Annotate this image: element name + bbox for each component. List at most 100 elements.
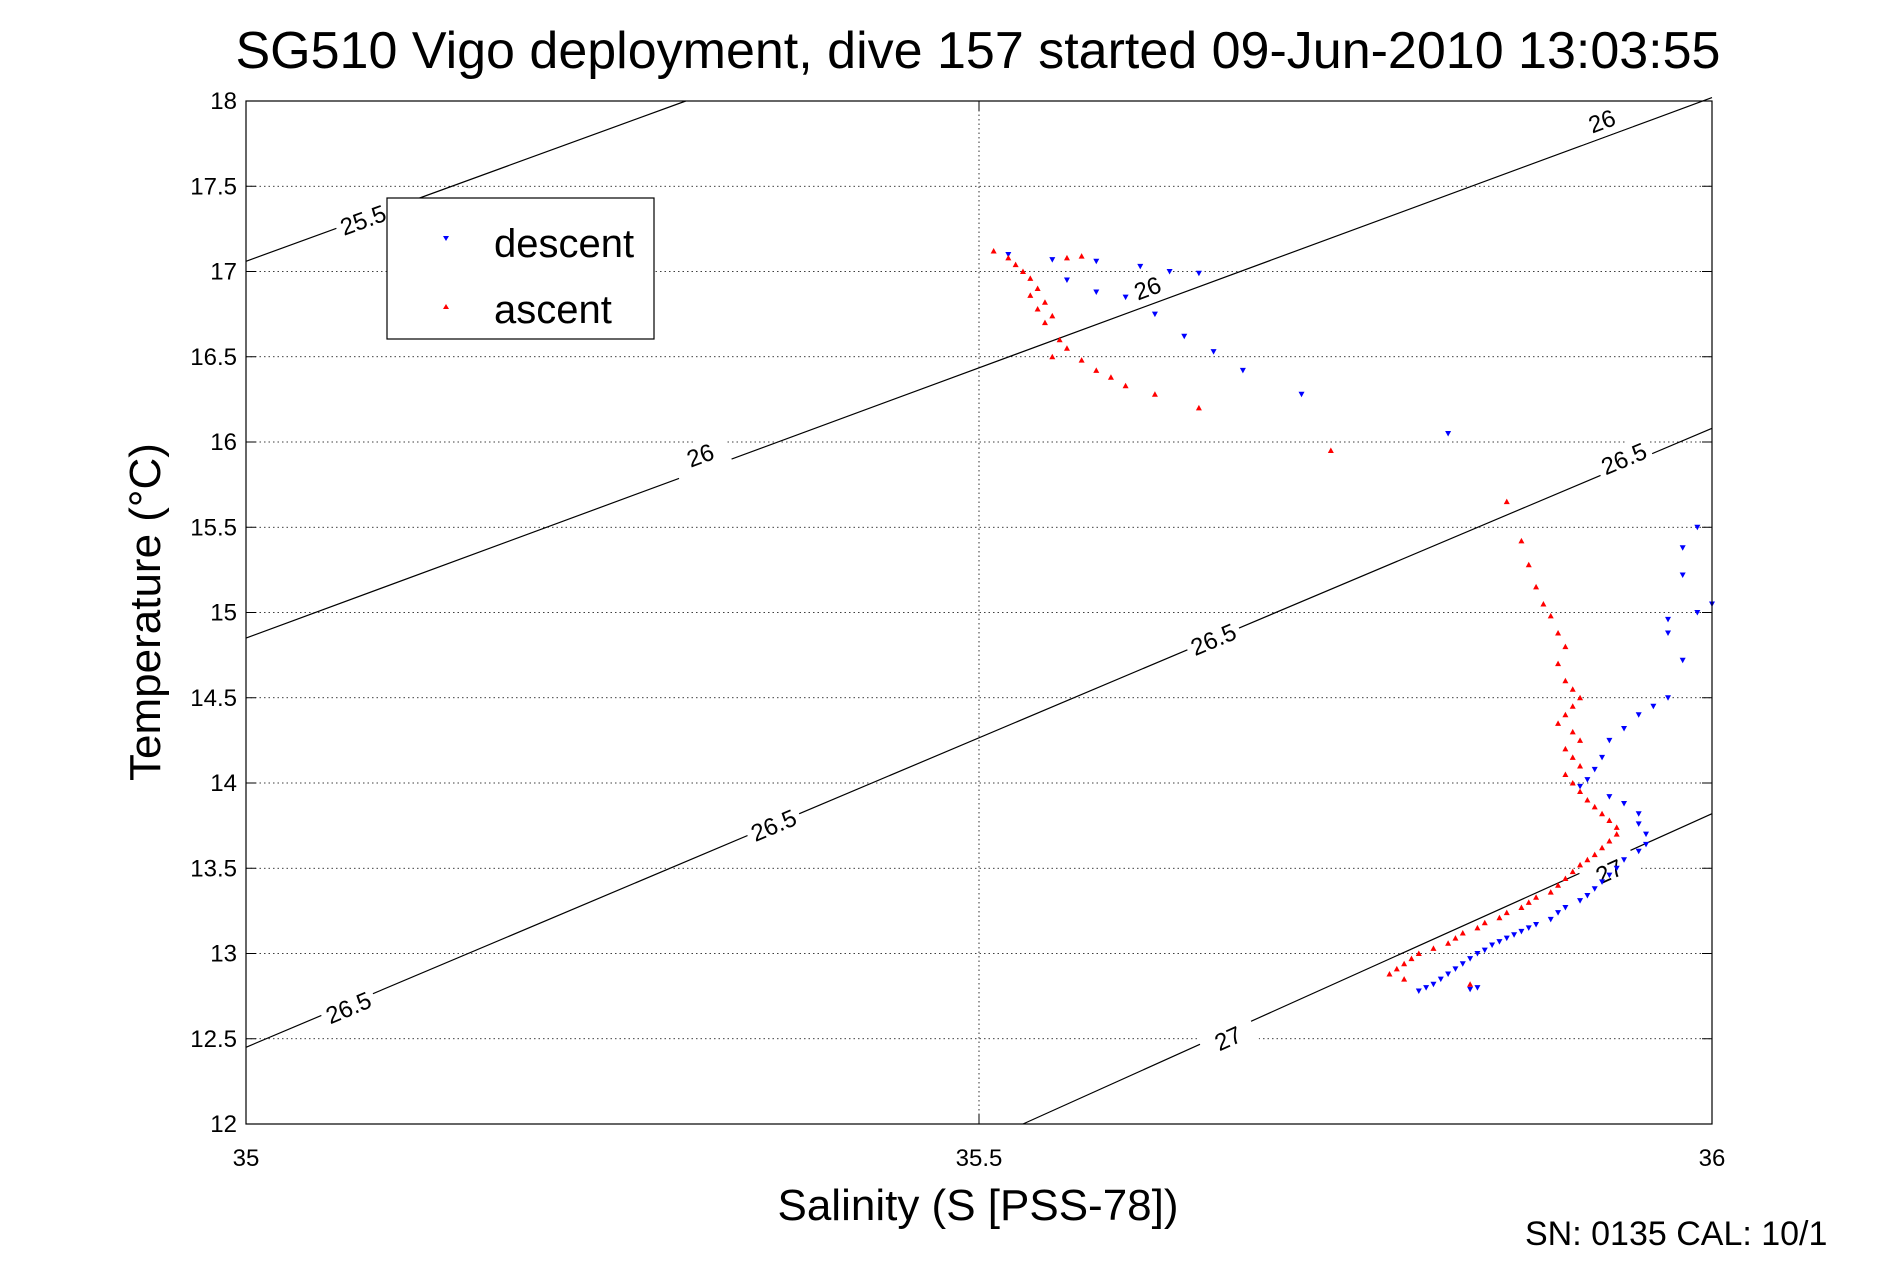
ascent-point bbox=[1533, 583, 1540, 590]
ascent-point bbox=[1327, 447, 1334, 454]
descent-point bbox=[1474, 985, 1481, 991]
x-axis-label: Salinity (S [PSS-78]) bbox=[777, 1181, 1178, 1230]
descent-point bbox=[1511, 932, 1518, 938]
ascent-point bbox=[1452, 935, 1459, 941]
descent-point bbox=[1635, 821, 1642, 827]
descent-point bbox=[1679, 572, 1686, 578]
ascent-point bbox=[1591, 803, 1598, 810]
ascent-point bbox=[1577, 737, 1584, 743]
ascent-point bbox=[1049, 353, 1056, 360]
descent-point bbox=[1643, 831, 1650, 838]
descent-point bbox=[1584, 777, 1591, 783]
descent-point bbox=[1137, 263, 1144, 270]
ascent-point bbox=[1577, 861, 1584, 868]
ascent-point bbox=[1569, 703, 1576, 709]
descent-point bbox=[1525, 925, 1532, 931]
ascent-point bbox=[1481, 919, 1488, 926]
descent-point bbox=[1459, 961, 1466, 967]
ascent-point bbox=[1034, 306, 1041, 312]
ascent-point bbox=[1195, 404, 1202, 411]
descent-point bbox=[1430, 981, 1437, 988]
ascent-point bbox=[1540, 600, 1547, 607]
ascent-point bbox=[1012, 261, 1019, 268]
ascent-point bbox=[1562, 677, 1569, 684]
descent-point bbox=[1665, 695, 1672, 701]
descent-point bbox=[1496, 939, 1503, 945]
descent-point bbox=[1518, 928, 1525, 935]
descent-point bbox=[1562, 904, 1569, 911]
chart-title: SG510 Vigo deployment, dive 157 started … bbox=[236, 22, 1721, 80]
descent-point bbox=[1621, 857, 1628, 863]
descent-point bbox=[1415, 988, 1422, 995]
descent-point bbox=[1181, 333, 1188, 340]
ascent-point bbox=[1562, 745, 1569, 752]
ascent-point bbox=[1569, 728, 1576, 735]
y-axis-label: Temperature (°C) bbox=[121, 443, 170, 781]
ascent-point bbox=[1005, 254, 1012, 261]
descent-point bbox=[1665, 630, 1672, 636]
descent-point bbox=[1503, 935, 1510, 942]
ascent-point bbox=[1569, 868, 1576, 875]
isopycnal-label-bg bbox=[331, 196, 395, 245]
ascent-point bbox=[1525, 899, 1532, 905]
ascent-point bbox=[1577, 788, 1584, 795]
y-tick-label: 13 bbox=[210, 941, 237, 968]
descent-point bbox=[1650, 703, 1657, 710]
y-tick-label: 17.5 bbox=[190, 173, 237, 200]
descent-point bbox=[1049, 257, 1056, 263]
isopycnal-line bbox=[245, 97, 1713, 639]
y-tick-label: 18 bbox=[210, 88, 237, 115]
ascent-point bbox=[1518, 537, 1525, 544]
ascent-point bbox=[1577, 762, 1584, 769]
ascent-point bbox=[1034, 285, 1041, 292]
ascent-point bbox=[1386, 970, 1393, 977]
isopycnal-label-bg bbox=[1592, 434, 1656, 484]
ascent-point bbox=[1555, 882, 1562, 888]
ascent-point bbox=[1547, 612, 1554, 619]
descent-point bbox=[1093, 258, 1100, 265]
ascent-point bbox=[1401, 960, 1408, 967]
ascent-point bbox=[1401, 976, 1408, 982]
descent-point bbox=[1063, 277, 1070, 284]
ascent-point bbox=[1078, 253, 1085, 259]
legend-ascent-label: ascent bbox=[494, 288, 612, 332]
y-tick-label: 17 bbox=[210, 259, 237, 286]
descent-point bbox=[1577, 783, 1584, 790]
y-tick-label: 12 bbox=[210, 1111, 237, 1138]
descent-point bbox=[1239, 367, 1246, 374]
descent-point bbox=[1584, 893, 1591, 899]
descent-point bbox=[1474, 951, 1481, 957]
descent-point bbox=[1606, 872, 1613, 879]
descent-point bbox=[1452, 966, 1459, 972]
descent-point bbox=[1599, 879, 1606, 885]
descent-point bbox=[1621, 725, 1628, 732]
ascent-point bbox=[1474, 924, 1481, 931]
axis-ticks: 35 35.5 36 12 12.5 13 13.5 14 14.5 15 15.5 16 16.5 17… bbox=[190, 88, 1725, 1172]
isopycnal-line bbox=[245, 427, 1713, 1048]
ascent-point bbox=[1562, 771, 1569, 777]
ascent-point bbox=[1415, 950, 1422, 956]
ascent-point bbox=[1107, 374, 1114, 380]
legend: descent ascent bbox=[386, 197, 655, 340]
descent-point bbox=[1577, 898, 1584, 904]
descent-point bbox=[1445, 971, 1452, 977]
ascent-point bbox=[1555, 660, 1562, 667]
descent-point bbox=[1489, 942, 1496, 948]
descent-point bbox=[1437, 976, 1444, 983]
ascent-point bbox=[1041, 319, 1048, 326]
ascent-point bbox=[1027, 275, 1034, 281]
ascent-point bbox=[1569, 686, 1576, 692]
descent-point bbox=[1195, 270, 1202, 277]
ascent-point bbox=[1063, 345, 1070, 351]
descent-point bbox=[1613, 865, 1620, 872]
ascent-point bbox=[1041, 299, 1048, 305]
legend-descent-label: descent bbox=[494, 222, 634, 266]
isopycnal-label-bg bbox=[1116, 264, 1180, 313]
ascent-point bbox=[1467, 981, 1474, 987]
descent-point bbox=[1467, 956, 1474, 962]
y-tick-label: 14 bbox=[210, 770, 237, 797]
ascent-point bbox=[1613, 824, 1620, 830]
descent-point bbox=[1694, 524, 1701, 531]
footer-calibration: SN: 0135 CAL: 10/1 bbox=[1525, 1215, 1827, 1253]
ascent-point bbox=[1056, 336, 1063, 343]
